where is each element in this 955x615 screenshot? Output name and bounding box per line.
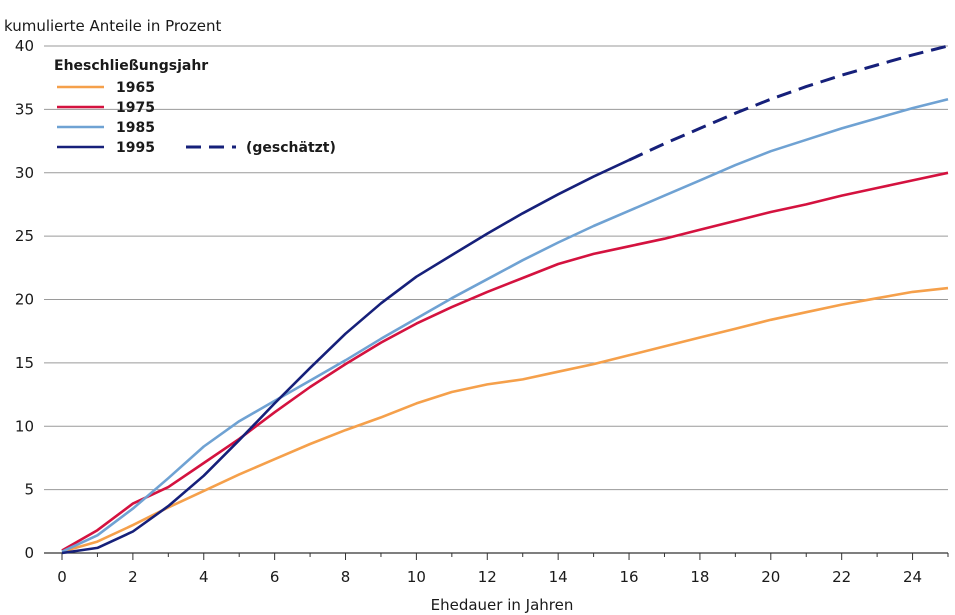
series-lines xyxy=(61,44,949,555)
x-tick-label: 22 xyxy=(832,568,851,586)
legend-label: 1965 xyxy=(116,80,155,96)
x-tick-label: 14 xyxy=(549,568,568,586)
series-line-1985 xyxy=(61,97,949,553)
x-tick-label: 4 xyxy=(199,568,209,586)
x-axis-title: Ehedauer in Jahren xyxy=(431,596,574,614)
legend-label: 1975 xyxy=(116,100,155,116)
y-tick-label: 20 xyxy=(15,291,34,309)
x-tick-label: 0 xyxy=(57,568,67,586)
x-tick-label: 18 xyxy=(690,568,709,586)
x-tick-label: 10 xyxy=(407,568,426,586)
y-tick-label: 35 xyxy=(15,100,34,118)
x-axis: 0 2 4 6 8 10 12 14 16 18 20 22 24 xyxy=(44,552,949,586)
y-tick-label: 10 xyxy=(15,417,34,435)
y-axis-title: kumulierte Anteile in Prozent xyxy=(4,17,222,35)
series-line-1995 xyxy=(61,158,630,555)
x-tick-label: 12 xyxy=(478,568,497,586)
series-line-1975 xyxy=(61,171,949,552)
series-line-geschätzt xyxy=(628,44,949,162)
legend-label: 1985 xyxy=(116,120,155,136)
legend-title: Eheschließungsjahr xyxy=(54,58,208,74)
y-tick-label: 25 xyxy=(15,227,34,245)
legend-label-estimated: (geschätzt) xyxy=(246,140,336,156)
x-tick-label: 8 xyxy=(341,568,351,586)
legend: Eheschließungsjahr 1965 1975 1985 1995 (gesc… xyxy=(54,58,336,156)
y-tick-labels: 0 5 10 15 20 25 30 35 40 xyxy=(15,37,34,562)
x-tick-label: 16 xyxy=(619,568,638,586)
x-tick-label: 20 xyxy=(761,568,780,586)
x-tick-label: 24 xyxy=(903,568,922,586)
y-tick-label: 0 xyxy=(24,544,34,562)
y-tick-label: 40 xyxy=(15,37,34,55)
y-tick-label: 15 xyxy=(15,354,34,372)
legend-label: 1995 xyxy=(116,140,155,156)
x-tick-label: 2 xyxy=(128,568,138,586)
gridlines xyxy=(44,45,948,491)
series-line-1965 xyxy=(61,286,949,553)
y-tick-label: 5 xyxy=(24,481,34,499)
x-tick-label: 6 xyxy=(270,568,280,586)
y-tick-label: 30 xyxy=(15,164,34,182)
